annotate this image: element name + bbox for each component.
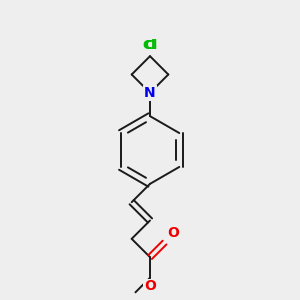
Text: O: O [144, 279, 156, 293]
Text: Cl: Cl [145, 39, 158, 52]
Text: Cl: Cl [142, 39, 155, 52]
Text: N: N [144, 86, 156, 100]
Text: O: O [167, 226, 179, 240]
